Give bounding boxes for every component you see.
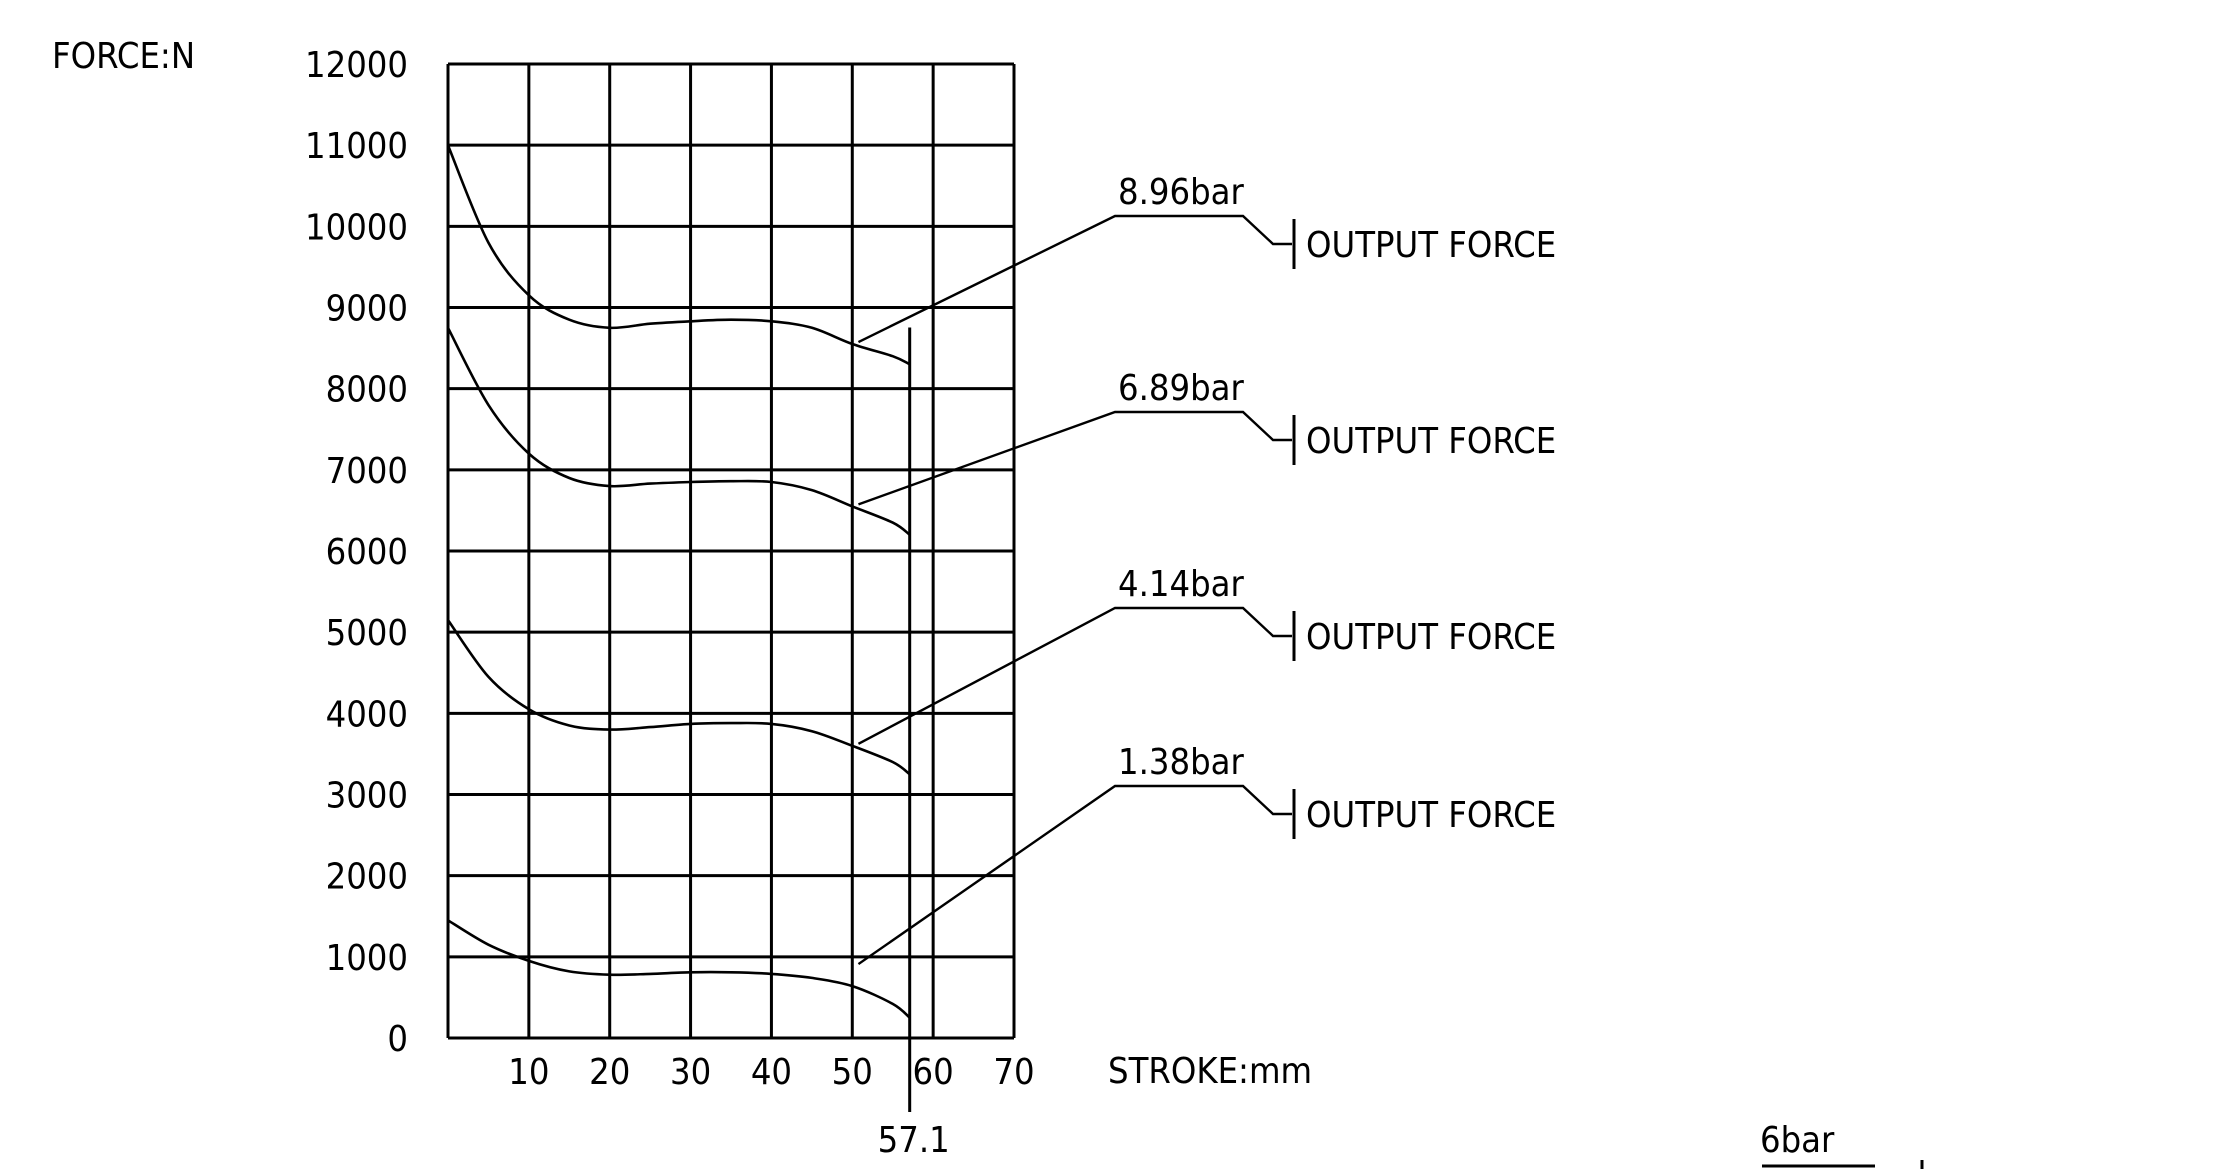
x-tick-label-5: 60 [913,1052,954,1093]
x-tick-labels: 10 20 30 40 50 60 70 [508,1052,1034,1093]
y-tick-label-12: 12000 [305,45,408,86]
series-callouts: 8.96bar OUTPUT FORCE 6.89bar OUTPUT FORCE 4.… [857,172,1556,966]
series-curve-1 [446,327,911,536]
x-tick-label-1: 20 [589,1052,630,1093]
x-tick-label-3: 40 [751,1052,792,1093]
y-tick-label-7: 7000 [326,451,408,492]
x-tick-label-2: 30 [670,1052,711,1093]
x-tick-label-0: 10 [508,1052,549,1093]
stroke-marker: 57.1 [878,327,950,1161]
pressure-label-3: 1.38bar [1118,742,1245,783]
y-tick-label-10: 10000 [305,207,408,248]
plot-grid [446,62,1016,1040]
partial-6bar-label: 6bar [1760,1120,1835,1161]
x-axis-label: STROKE:mm [1108,1051,1312,1092]
y-tick-label-11: 11000 [305,126,408,167]
y-tick-labels: 0 1000 2000 3000 4000 5000 6000 7000 8000 9000 100… [305,45,408,1060]
output-force-label-2: OUTPUT FORCE [1306,617,1556,658]
pressure-label-0: 8.96bar [1118,172,1245,213]
y-tick-label-8: 8000 [326,370,408,411]
callout-leader-3 [857,784,1292,966]
y-tick-label-5: 5000 [326,613,408,654]
pressure-label-2: 4.14bar [1118,564,1245,605]
output-force-label-0: OUTPUT FORCE [1306,225,1556,266]
y-tick-label-4: 4000 [326,694,408,735]
output-force-label-3: OUTPUT FORCE [1306,795,1556,836]
y-tick-label-3: 3000 [326,776,408,817]
output-force-label-1: OUTPUT FORCE [1306,421,1556,462]
series-curves [446,144,911,1019]
y-tick-label-1: 1000 [326,938,408,979]
y-tick-label-2: 2000 [326,857,408,898]
callout-leader-0 [857,214,1292,344]
x-tick-label-6: 70 [993,1052,1034,1093]
series-curve-0 [446,144,911,366]
callout-leader-1 [858,410,1292,506]
y-tick-label-9: 9000 [326,289,408,330]
stroke-marker-label: 57.1 [878,1120,950,1161]
pressure-label-1: 6.89bar [1118,368,1245,409]
series-curve-3 [447,919,911,1019]
y-axis-label: FORCE:N [52,36,195,77]
x-tick-label-4: 50 [832,1052,873,1093]
series-curve-2 [446,619,911,776]
callout-leader-2 [857,606,1292,745]
y-tick-label-0: 0 [387,1019,408,1060]
y-tick-label-6: 6000 [326,532,408,573]
